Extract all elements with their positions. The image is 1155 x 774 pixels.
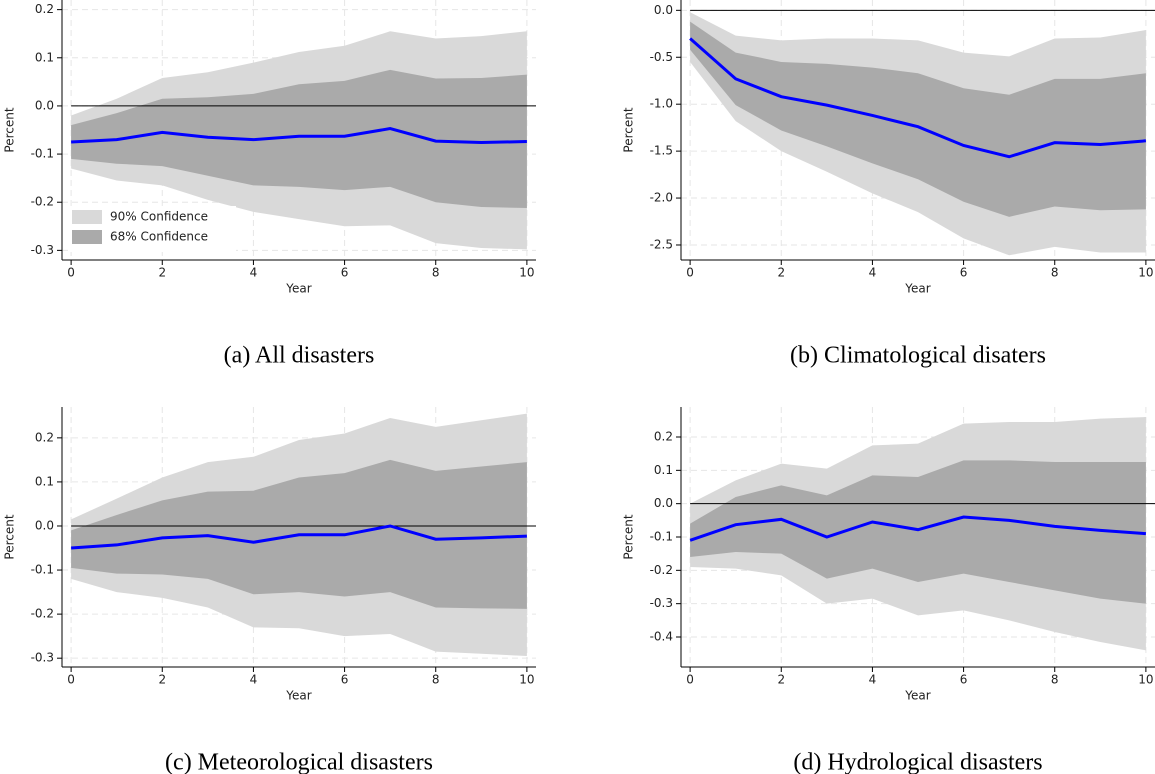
x-tick-label: 6 bbox=[960, 673, 968, 687]
y-axis-label: Percent bbox=[3, 107, 17, 152]
y-tick-label: 0.0 bbox=[35, 98, 54, 112]
y-tick-label: -0.3 bbox=[650, 596, 673, 610]
y-tick-label: -0.5 bbox=[650, 50, 673, 64]
legend-swatch bbox=[72, 210, 102, 224]
y-axis-label: Percent bbox=[622, 107, 636, 152]
x-tick-label: 0 bbox=[686, 673, 694, 687]
panel: 0.2 0.1 0.0 -0.1 -0.2 -0.3 0 2 4 6 8 10 Year Percent (… bbox=[3, 407, 536, 774]
caption: (d) Hydrological disasters bbox=[793, 750, 1042, 774]
estimate-line bbox=[689, 37, 1147, 159]
y-tick-label: 0.1 bbox=[35, 474, 54, 488]
confidence-band bbox=[690, 21, 1146, 217]
panel: 0.2 0.1 0.0 -0.1 -0.2 -0.3 0 2 4 6 8 10 Year Percent (… bbox=[3, 0, 536, 369]
y-tick-label: 0.1 bbox=[35, 50, 54, 64]
legend-label: 68% Confidence bbox=[110, 230, 208, 244]
estimate-line bbox=[689, 515, 1146, 542]
y-tick-label: -0.1 bbox=[31, 563, 54, 577]
panel: 0.2 0.1 0.0 -0.1 -0.2 -0.3 -0.4 0 2 4 6 8 10 Year Perc… bbox=[622, 407, 1155, 774]
x-tick-label: 10 bbox=[519, 673, 534, 687]
x-tick-label: 8 bbox=[432, 673, 440, 687]
y-tick-label: -0.2 bbox=[31, 607, 54, 621]
x-tick-label: 2 bbox=[777, 266, 785, 280]
y-tick-label: -0.1 bbox=[650, 530, 673, 544]
y-tick-label: -1.0 bbox=[650, 97, 673, 111]
y-tick-label: -2.0 bbox=[650, 191, 673, 205]
x-tick-label: 8 bbox=[1051, 673, 1059, 687]
x-tick-label: 6 bbox=[341, 673, 349, 687]
y-tick-label: 0.0 bbox=[35, 518, 54, 532]
y-axis-label: Percent bbox=[3, 514, 17, 559]
x-tick-label: 8 bbox=[432, 266, 440, 280]
x-tick-label: 0 bbox=[67, 673, 75, 687]
x-axis-label: Year bbox=[285, 282, 311, 296]
x-tick-label: 2 bbox=[158, 266, 166, 280]
y-tick-label: -0.4 bbox=[650, 630, 673, 644]
y-tick-label: 0.2 bbox=[35, 430, 54, 444]
confidence-band bbox=[71, 69, 527, 208]
estimate-line bbox=[71, 524, 527, 550]
x-tick-label: 6 bbox=[341, 266, 349, 280]
legend-label: 90% Confidence bbox=[110, 210, 208, 224]
x-tick-label: 4 bbox=[869, 266, 877, 280]
legend-swatch bbox=[72, 230, 102, 244]
x-tick-label: 0 bbox=[686, 266, 694, 280]
y-tick-label: 0.0 bbox=[654, 496, 673, 510]
caption: (a) All disasters bbox=[224, 343, 375, 369]
y-tick-label: -1.5 bbox=[650, 144, 673, 158]
x-tick-label: 6 bbox=[960, 266, 968, 280]
confidence-band bbox=[690, 460, 1146, 604]
x-tick-label: 10 bbox=[519, 266, 534, 280]
x-tick-label: 10 bbox=[1138, 266, 1153, 280]
estimate-line bbox=[71, 127, 527, 145]
y-tick-label: -2.5 bbox=[650, 237, 673, 251]
y-tick-label: 0.2 bbox=[35, 2, 54, 16]
x-tick-label: 4 bbox=[869, 673, 877, 687]
y-tick-label: -0.2 bbox=[31, 195, 54, 209]
caption: (b) Climatological disaters bbox=[790, 343, 1046, 369]
x-axis-label: Year bbox=[904, 689, 930, 703]
x-tick-label: 2 bbox=[777, 673, 785, 687]
y-axis-label: Percent bbox=[622, 514, 636, 559]
y-tick-label: 0.2 bbox=[654, 430, 673, 444]
x-tick-label: 10 bbox=[1138, 673, 1153, 687]
panel: 0.0 -0.5 -1.0 -1.5 -2.0 -2.5 0 2 4 6 8 10 Year Percen… bbox=[622, 0, 1155, 369]
y-tick-label: -0.3 bbox=[31, 651, 54, 665]
x-axis-label: Year bbox=[285, 689, 311, 703]
x-tick-label: 8 bbox=[1051, 266, 1059, 280]
y-tick-label: 0.0 bbox=[654, 3, 673, 17]
y-tick-label: -0.2 bbox=[650, 563, 673, 577]
x-tick-label: 2 bbox=[158, 673, 166, 687]
y-tick-label: -0.3 bbox=[31, 243, 54, 257]
x-tick-label: 0 bbox=[67, 266, 75, 280]
x-tick-label: 4 bbox=[250, 673, 258, 687]
y-tick-label: -0.1 bbox=[31, 147, 54, 161]
y-tick-label: 0.1 bbox=[654, 463, 673, 477]
x-axis-label: Year bbox=[904, 282, 930, 296]
caption: (c) Meteorological disasters bbox=[165, 750, 433, 774]
x-tick-label: 4 bbox=[250, 266, 258, 280]
